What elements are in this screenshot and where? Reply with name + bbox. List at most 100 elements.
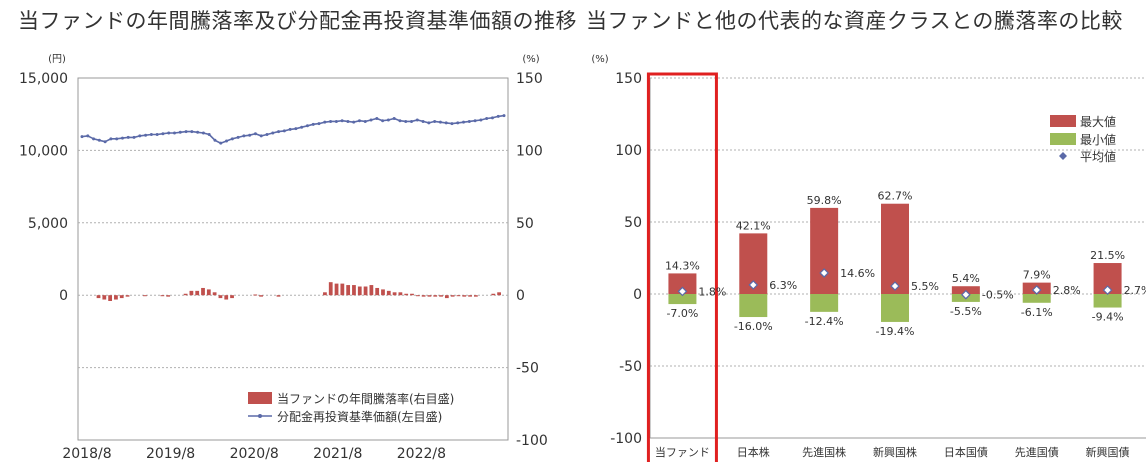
x-axis-tick: 2018/8 <box>62 446 111 462</box>
return-bar <box>473 295 478 297</box>
nav-point <box>346 119 350 123</box>
nav-point <box>479 118 483 122</box>
return-bar <box>201 287 205 296</box>
legend-max-swatch <box>1050 115 1076 127</box>
max-label: 62.7% <box>878 190 913 203</box>
right-axis-tick: 50 <box>516 216 534 232</box>
nav-point <box>386 118 390 122</box>
right-axis-tick: -100 <box>516 433 548 449</box>
nav-point <box>115 137 119 141</box>
left-axis-tick: 10,000 <box>19 143 68 159</box>
x-axis-tick: 2019/8 <box>146 446 195 462</box>
return-bar <box>497 292 501 296</box>
nav-point <box>450 122 454 126</box>
nav-point <box>196 130 200 134</box>
return-bar <box>102 295 107 300</box>
asset-comparison-chart: 当ファンドと他の代表的な資産クラスとの騰落率の比較 (%) 150 100 50 0 -5… <box>578 0 1146 462</box>
nav-point <box>126 135 130 139</box>
fund-history-chart: 当ファンドの年間騰落率及び分配金再投資基準価額の推移 (円) (%) 15,000 1… <box>0 0 577 462</box>
category-label: 日本国債 <box>944 445 988 459</box>
min-label: -19.4% <box>876 325 915 338</box>
nav-point <box>103 140 107 144</box>
return-bar <box>427 295 432 297</box>
plot-frame <box>77 77 509 441</box>
nav-point <box>462 120 466 124</box>
y-axis-tick: 150 <box>615 71 642 87</box>
left-axis-tick: 15,000 <box>19 71 68 87</box>
nav-point <box>485 117 489 121</box>
avg-label: 2.7% <box>1124 284 1146 297</box>
nav-point <box>317 122 321 126</box>
left-axis-tick: 5,000 <box>28 216 68 232</box>
return-bar <box>450 295 455 297</box>
nav-point <box>109 137 113 141</box>
max-label: 42.1% <box>736 219 771 232</box>
return-bar <box>323 292 327 296</box>
nav-point <box>334 119 338 123</box>
category-label: 先進国株 <box>802 445 846 459</box>
return-bar <box>195 290 200 296</box>
avg-label: 6.3% <box>769 279 797 292</box>
legend-max-label: 最大値 <box>1080 114 1116 129</box>
legend-line-marker <box>258 414 262 418</box>
return-bar <box>375 287 380 296</box>
nav-point <box>490 116 494 120</box>
avg-marker <box>819 268 829 278</box>
nav-point <box>502 114 506 118</box>
nav-point <box>363 119 367 123</box>
return-bar <box>468 295 472 297</box>
nav-point <box>288 127 292 131</box>
nav-point <box>282 129 286 133</box>
legend-avg-label: 平均値 <box>1080 149 1116 164</box>
min-label: -6.1% <box>1021 306 1053 319</box>
nav-point <box>184 130 188 134</box>
nav-line <box>81 114 505 145</box>
nav-point <box>438 120 442 124</box>
min-bar <box>881 294 909 322</box>
fund-highlight-box <box>646 72 718 462</box>
nav-point <box>340 119 344 123</box>
return-bar <box>119 295 124 299</box>
max-bar <box>668 273 697 294</box>
nav-point <box>92 137 96 141</box>
x-axis-tick: 2021/8 <box>313 446 362 462</box>
return-bar <box>346 285 351 296</box>
nav-point <box>155 132 159 136</box>
y-axis-unit: (%) <box>591 54 608 65</box>
x-axis-tick: 2020/8 <box>230 446 279 462</box>
nav-point <box>167 131 171 135</box>
nav-point <box>427 121 431 125</box>
nav-point <box>248 133 252 137</box>
legend-min-label: 最小値 <box>1080 132 1116 147</box>
return-bar <box>444 295 449 299</box>
nav-point <box>456 121 460 125</box>
nav-point <box>132 135 136 139</box>
legend-line-label: 分配金再投資基準価額(左目盛) <box>277 409 442 424</box>
min-bar <box>668 294 697 305</box>
nav-point <box>381 119 385 123</box>
asset-comparison-chart-svg: (%) 150 100 50 0 -50 -100 14.3% -7.0%1.8% 当ファンド 42… <box>591 54 1146 462</box>
return-bar <box>212 292 217 296</box>
nav-point <box>213 138 217 142</box>
min-label: -5.5% <box>950 305 982 318</box>
return-bar <box>334 283 339 296</box>
nav-point <box>433 119 437 123</box>
y-axis-tick: 0 <box>633 287 642 303</box>
nav-point <box>120 136 124 140</box>
return-bar <box>415 295 420 297</box>
return-bar <box>398 292 403 296</box>
return-bar <box>404 293 409 296</box>
return-bar <box>276 295 281 297</box>
return-bar <box>433 295 438 297</box>
return-bar <box>143 295 147 297</box>
nav-point <box>329 119 333 123</box>
nav-point <box>144 133 148 137</box>
nav-point <box>444 121 448 125</box>
return-bar <box>328 282 333 296</box>
nav-point <box>357 119 361 123</box>
y-axis-tick: -50 <box>619 359 642 375</box>
nav-point <box>398 119 402 123</box>
avg-label: 2.8% <box>1053 284 1081 297</box>
nav-point <box>138 134 142 138</box>
avg-marker <box>748 280 759 290</box>
